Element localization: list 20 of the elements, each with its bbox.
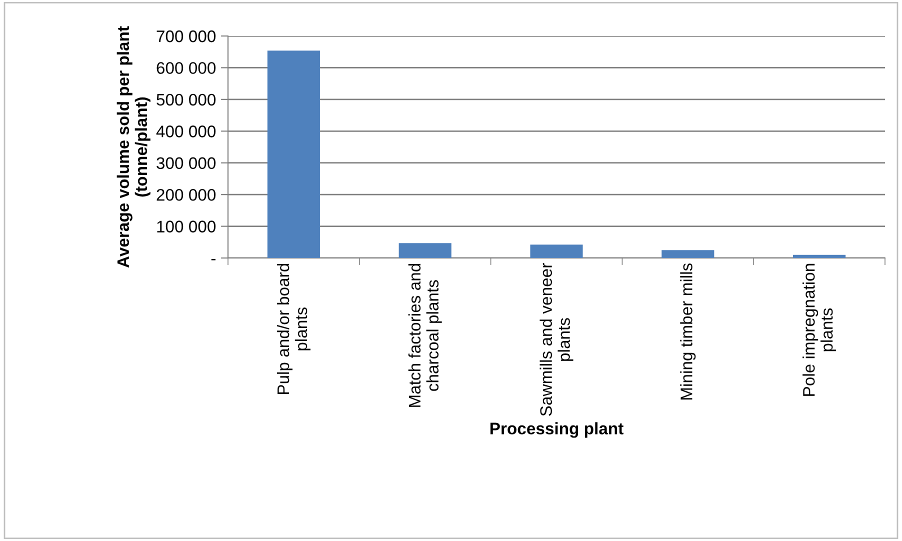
bar [793, 254, 846, 258]
y-tick-label: - [211, 258, 216, 260]
bar [267, 50, 320, 258]
x-tick-label: Pulp and/or board plants [276, 264, 310, 394]
x-tick-label: Match factories and charcoal plants [408, 264, 442, 407]
bar [530, 244, 583, 258]
y-tick-label: 700 000 [156, 30, 216, 42]
y-tick-label: 200 000 [156, 188, 216, 201]
y-tick-label: 100 000 [157, 220, 216, 232]
x-tick-label: Pole impregnation plants [802, 264, 836, 396]
y-tick-label: 300 000 [156, 157, 216, 170]
x-axis-title: Processing plant [490, 422, 624, 438]
x-tick-label: Mining timber mills [680, 263, 696, 400]
bar [398, 243, 452, 258]
y-tick-label: 400 000 [156, 126, 216, 138]
x-tick-label: Sawmills and veneer plants [540, 263, 574, 416]
y-tick-label: 600 000 [156, 62, 216, 74]
y-axis-title: Average volume sold per plant (tonne/plant) [116, 26, 150, 268]
y-tick-label: 500 000 [156, 94, 216, 106]
bar [662, 250, 714, 258]
